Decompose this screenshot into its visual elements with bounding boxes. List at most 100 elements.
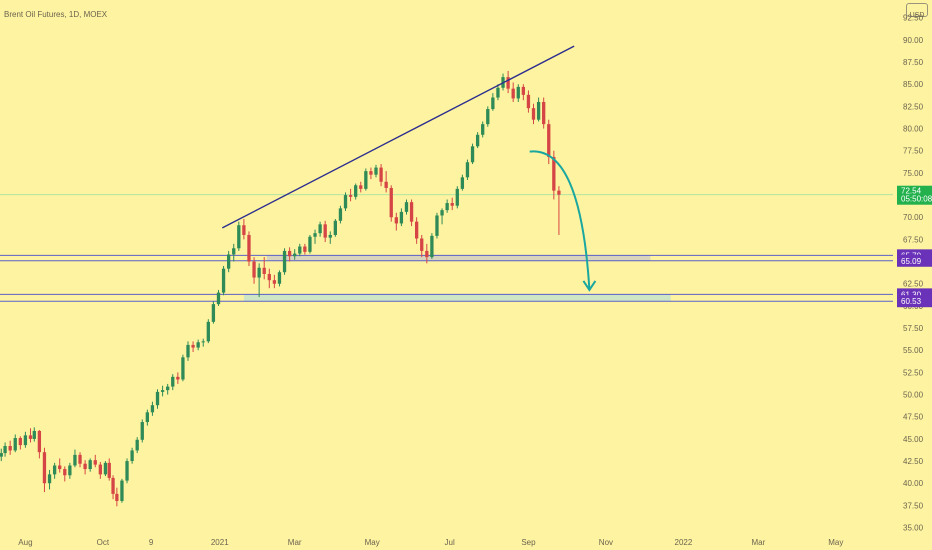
candle-body xyxy=(547,124,551,157)
candle-body xyxy=(496,87,500,98)
x-tick-label: Aug xyxy=(18,538,32,547)
candle-body xyxy=(83,463,87,470)
currency-label: USD xyxy=(909,12,925,19)
y-tick-label: 37.50 xyxy=(903,501,924,510)
candle-body xyxy=(8,445,12,451)
candle-body xyxy=(481,124,485,135)
candle-body xyxy=(511,88,515,99)
candle-body xyxy=(3,445,7,454)
candle-body xyxy=(293,253,297,257)
candle-body xyxy=(384,181,388,188)
candle-body xyxy=(475,134,480,147)
candle-body xyxy=(98,464,103,475)
support-zones xyxy=(243,255,671,302)
level-tag-label: 61.30 xyxy=(901,290,922,299)
candle-body xyxy=(430,235,434,258)
candle-body xyxy=(135,439,139,451)
candle-body xyxy=(323,224,327,238)
candle-body xyxy=(145,412,150,423)
y-tick-label: 90.00 xyxy=(903,36,924,45)
candle-body xyxy=(359,185,363,189)
x-tick-label: Sep xyxy=(521,538,536,547)
candle-body xyxy=(247,234,251,262)
candle-body xyxy=(308,236,312,252)
candle-body xyxy=(32,430,36,439)
candle-body xyxy=(120,480,124,501)
candle-body xyxy=(211,304,216,322)
candle-body xyxy=(287,250,292,257)
candle-body xyxy=(465,162,470,178)
candle-body xyxy=(369,171,373,175)
candle-body xyxy=(526,94,531,109)
symbol-title[interactable]: Brent Oil Futures, 1D, MOEX xyxy=(4,10,108,19)
x-tick-label: Jul xyxy=(445,538,455,547)
candle-body xyxy=(78,454,82,464)
candle-body xyxy=(63,469,67,476)
candle-body xyxy=(333,220,338,235)
candle-body xyxy=(399,211,404,224)
candle-body xyxy=(13,438,17,451)
time-axis[interactable]: Aug Oct 9 2021 Mar May Jul Sep Nov 2022 Mar May xyxy=(18,538,843,547)
x-tick-label: 2022 xyxy=(675,538,693,547)
candle-body xyxy=(196,342,200,348)
candle-body xyxy=(343,195,348,209)
candle-body xyxy=(160,390,165,392)
candle-body xyxy=(58,465,62,470)
candle-body xyxy=(262,267,266,274)
candle-body xyxy=(68,465,72,476)
x-tick-label: Mar xyxy=(288,538,302,547)
candle-body xyxy=(232,248,236,255)
candle-body xyxy=(47,474,52,484)
candle-body xyxy=(414,221,419,239)
candle-body xyxy=(521,86,526,95)
candle-body xyxy=(435,215,439,236)
candles xyxy=(0,70,561,507)
candle-body xyxy=(338,208,343,221)
candle-body xyxy=(440,210,444,216)
y-tick-label: 87.50 xyxy=(903,58,924,67)
y-tick-label: 62.50 xyxy=(903,280,924,289)
candle-body xyxy=(557,190,561,195)
candle-body xyxy=(303,246,307,252)
candle-body xyxy=(186,344,190,358)
candle-body xyxy=(140,422,144,440)
candle-body xyxy=(130,450,134,462)
candle-body xyxy=(237,225,241,249)
countdown-label: 05:50:08 xyxy=(901,195,932,204)
x-tick-label: Nov xyxy=(599,538,613,547)
candle-body xyxy=(125,461,129,481)
x-tick-label: Oct xyxy=(97,538,110,547)
candle-body xyxy=(455,188,459,206)
candle-body xyxy=(425,250,429,258)
candle-body xyxy=(531,108,536,120)
candle-body xyxy=(155,391,160,406)
candle-body xyxy=(226,254,231,269)
candle-body xyxy=(73,454,77,466)
last-price-label: 72.54 xyxy=(901,187,922,196)
candle-body xyxy=(460,177,465,189)
x-tick-label: May xyxy=(828,538,843,547)
projection-arrow-head xyxy=(582,280,597,292)
y-tick-label: 47.50 xyxy=(903,413,924,422)
candle-body xyxy=(107,462,111,478)
candle-body xyxy=(313,233,317,237)
y-tick-label: 75.00 xyxy=(903,169,924,178)
currency-badge[interactable]: USD xyxy=(906,3,928,19)
price-axis[interactable]: 92.50 90.00 87.50 85.00 82.50 80.00 77.50 75.00… xyxy=(903,14,924,533)
price-levels xyxy=(0,194,893,302)
y-tick-label: 77.50 xyxy=(903,147,924,156)
candle-body xyxy=(389,187,393,218)
candle-body xyxy=(404,202,409,212)
candle-body xyxy=(0,453,3,457)
last-price-tag xyxy=(897,185,932,205)
y-tick-label: 42.50 xyxy=(903,457,924,466)
y-tick-label: 80.00 xyxy=(903,125,924,134)
candle-body xyxy=(394,217,398,224)
zone-rect xyxy=(243,294,671,302)
candle-body xyxy=(257,267,261,278)
candle-body xyxy=(374,167,378,175)
candle-body xyxy=(216,292,221,305)
candle-body xyxy=(277,272,282,284)
